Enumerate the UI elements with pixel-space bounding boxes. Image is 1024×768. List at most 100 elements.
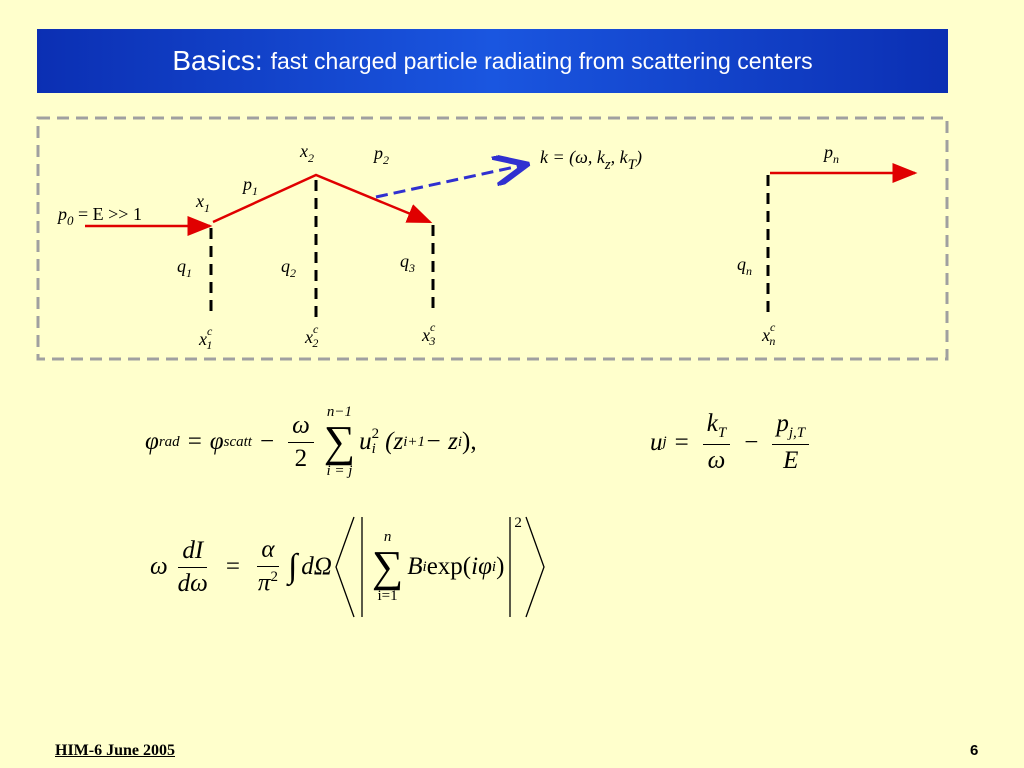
- title-bar: Basics: fast charged particle radiating …: [37, 29, 948, 93]
- math-text: φ: [209, 428, 224, 455]
- math-text: i: [422, 558, 427, 575]
- math-text: rad: [158, 433, 180, 450]
- math-text: q: [400, 251, 409, 271]
- math-text: c: [430, 320, 436, 334]
- math-text: u: [650, 428, 663, 456]
- label: q2: [281, 256, 296, 280]
- math-text: n: [769, 334, 775, 348]
- math-text: c: [770, 320, 776, 334]
- math-text: ),: [462, 428, 477, 455]
- math-text: ω: [707, 447, 726, 474]
- abs-bar: [509, 517, 512, 617]
- math-text: c: [313, 322, 319, 336]
- label: k = (ω, kz, kT): [540, 147, 642, 173]
- label: pn: [822, 142, 839, 166]
- math-group: kT ω: [702, 410, 731, 475]
- math-text: T: [717, 425, 727, 441]
- math-text: x: [304, 327, 313, 347]
- math-text: = E >> 1: [74, 204, 142, 224]
- math-text: x: [299, 141, 308, 161]
- math-text: p: [56, 204, 67, 224]
- math-text: k = (ω, k: [540, 147, 606, 168]
- math-text: 1: [186, 266, 192, 280]
- math-text: φ: [478, 553, 492, 580]
- math-text: i=1: [377, 588, 398, 604]
- math-text: 2: [270, 569, 278, 586]
- math-text: 2: [312, 336, 318, 350]
- angle-bracket: [335, 516, 355, 618]
- label: xc 3: [421, 320, 436, 348]
- math-group: [335, 516, 355, 618]
- math-text: n: [746, 264, 752, 278]
- math-group: α π2: [254, 536, 282, 597]
- angle-bracket: [525, 516, 545, 618]
- label: p1: [241, 174, 258, 198]
- math-text: ∑: [371, 542, 404, 591]
- math-text: ∫: [287, 548, 298, 585]
- title-rest: fast charged particle radiating from sca…: [270, 47, 813, 74]
- math-text: q: [737, 254, 746, 274]
- math-text: n−1: [326, 404, 352, 420]
- math-text: =: [674, 428, 689, 456]
- math-text: 1: [252, 184, 258, 198]
- label: xc 2: [304, 322, 319, 350]
- math-text: =: [225, 553, 240, 580]
- math-text: scatt: [223, 433, 252, 450]
- math-text: ): [496, 553, 505, 580]
- math-text: 2: [308, 151, 314, 165]
- math-group: n−1 ∑ i = j: [324, 405, 355, 479]
- math-text: 3: [408, 261, 415, 275]
- label: x2: [299, 141, 314, 165]
- label: qn: [737, 254, 752, 278]
- math-text: q: [177, 256, 186, 276]
- math-text: ∑: [323, 417, 356, 466]
- math-text: i: [471, 553, 479, 580]
- math-text: x: [195, 191, 204, 211]
- math-text: α: [257, 536, 279, 568]
- math-text: j: [662, 434, 667, 450]
- math-text: −: [744, 428, 759, 456]
- math-text: E: [783, 447, 799, 474]
- math-text: 0: [67, 213, 74, 228]
- label: x1: [195, 191, 210, 215]
- math-text: 2: [294, 444, 308, 472]
- math-text: , k: [611, 147, 629, 167]
- math-text: 2: [290, 266, 296, 280]
- math-text: =: [187, 428, 202, 455]
- math-text: dΩ: [301, 553, 332, 580]
- label: xc 1: [198, 324, 213, 352]
- math-group: [525, 516, 545, 618]
- math-group: kT: [702, 410, 731, 445]
- title-lead: Basics:: [172, 45, 263, 76]
- math-text: ): [635, 147, 642, 168]
- diagram: p0 = E >> 1 x1 p1 x2 p2 k = (ω, kz, kT) …: [36, 116, 949, 361]
- math-text: −: [259, 428, 275, 455]
- math-text: π: [257, 569, 271, 597]
- math-text: 3: [428, 334, 435, 348]
- math-text: k: [706, 410, 718, 437]
- math-text: dω: [177, 569, 208, 597]
- math-text: 1: [204, 201, 210, 215]
- math-text: i = j: [326, 463, 353, 479]
- math-text: p: [822, 142, 833, 162]
- math-text: c: [207, 324, 213, 338]
- math-text: n: [383, 529, 392, 545]
- math-group: pj,T E: [772, 410, 810, 475]
- math-text: p: [241, 174, 252, 194]
- math-text: z: [604, 157, 611, 173]
- math-text: 1: [206, 338, 212, 352]
- math-text: p: [372, 143, 383, 163]
- math-group: [85, 163, 918, 236]
- math-text: 2: [383, 153, 389, 167]
- label: q3: [400, 251, 415, 275]
- math-text: exp(: [426, 553, 472, 580]
- math-text: i: [457, 433, 463, 450]
- math-text: x: [761, 325, 770, 345]
- math-text: T: [628, 157, 638, 173]
- math-text: x: [198, 329, 207, 349]
